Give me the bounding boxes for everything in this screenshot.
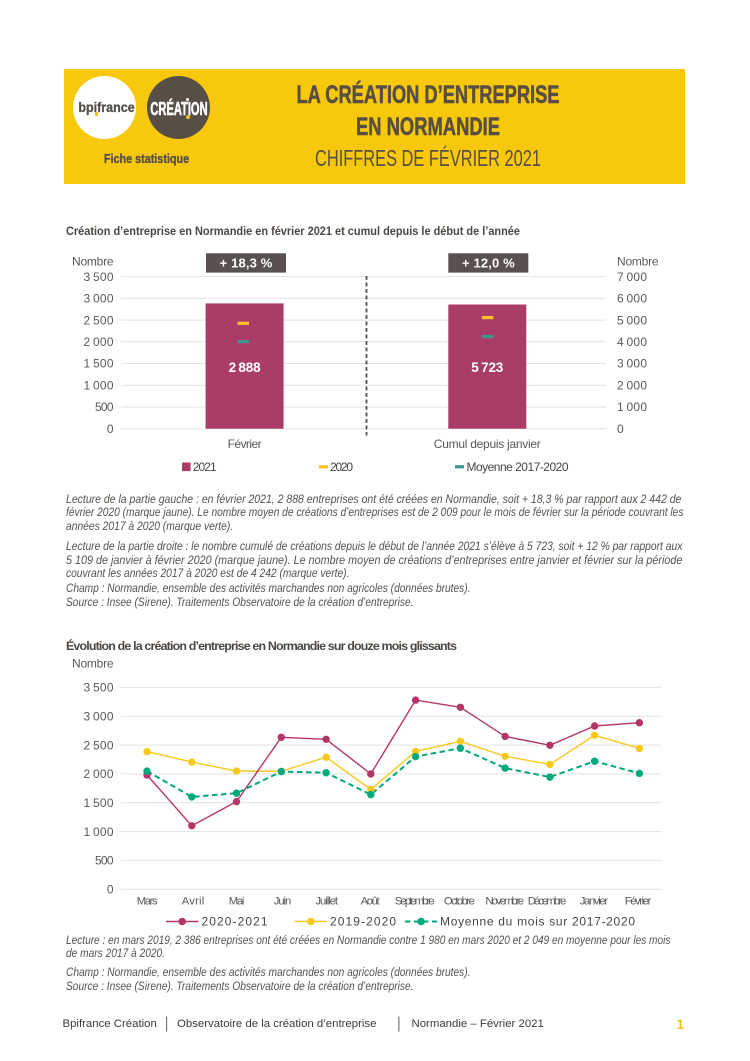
svg-text:Juin: Juin [274,896,292,908]
svg-text:1 500: 1 500 [84,796,114,810]
svg-text:2 000: 2 000 [84,767,114,781]
svg-text:2021: 2021 [193,460,217,474]
svg-text:2019-2020: 2019-2020 [330,915,396,929]
svg-text:Octobre: Octobre [444,896,475,908]
svg-text:6 000: 6 000 [617,292,647,306]
svg-text:0: 0 [107,422,114,436]
svg-text:Création d’entreprise en Norma: Création d’entreprise en Normandie en fé… [66,224,520,238]
svg-text:3 000: 3 000 [84,292,114,306]
svg-text:Décembre: Décembre [528,896,567,908]
svg-text:Février: Février [625,896,652,908]
svg-text:+ 18,3 %: + 18,3 % [220,256,273,271]
svg-text:Mars: Mars [137,896,158,908]
svg-text:500: 500 [95,854,114,868]
svg-text:2020-2021: 2020-2021 [202,915,268,929]
svg-text:Cumul depuis janvier: Cumul depuis janvier [434,437,541,451]
svg-text:Nombre: Nombre [72,657,114,671]
svg-text:2 500: 2 500 [84,738,114,752]
svg-text:Février: Février [228,437,262,451]
svg-text:Mai: Mai [229,896,245,908]
svg-text:500: 500 [95,400,114,414]
svg-text:5 723: 5 723 [471,360,503,375]
svg-text:3 000: 3 000 [84,709,114,723]
svg-text:4 000: 4 000 [617,335,647,349]
svg-text:Novembre: Novembre [485,896,524,908]
svg-text:2 888: 2 888 [229,360,261,375]
svg-text:Nombre: Nombre [617,255,659,269]
svg-text:+ 12,0 %: + 12,0 % [462,256,515,271]
svg-text:1 500: 1 500 [84,357,114,371]
svg-text:5 000: 5 000 [617,313,647,327]
svg-text:Avril: Avril [182,896,205,908]
svg-text:1 000: 1 000 [84,825,114,839]
svg-text:2 500: 2 500 [84,313,114,327]
svg-text:0: 0 [617,422,624,436]
svg-text:Juillet: Juillet [315,896,338,908]
svg-text:2 000: 2 000 [84,335,114,349]
svg-text:3 500: 3 500 [84,681,114,695]
svg-text:1 000: 1 000 [617,400,647,414]
svg-text:3 000: 3 000 [617,357,647,371]
svg-text:7 000: 7 000 [617,270,647,284]
svg-text:Évolution de la création d’ent: Évolution de la création d’entreprise en… [66,638,457,653]
svg-text:Moyenne 2017-2020: Moyenne 2017-2020 [467,460,569,474]
svg-text:Janvier: Janvier [580,896,609,908]
svg-text:1 000: 1 000 [84,379,114,393]
svg-text:2 000: 2 000 [617,379,647,393]
svg-text:0: 0 [107,882,114,896]
svg-text:Nombre: Nombre [72,255,114,269]
svg-text:Août: Août [361,896,381,908]
svg-text:3 500: 3 500 [84,270,114,284]
svg-text:Moyenne du mois sur 2017-2020: Moyenne du mois sur 2017-2020 [440,915,635,929]
svg-text:Septembre: Septembre [395,896,435,908]
svg-text:2020: 2020 [330,460,353,474]
